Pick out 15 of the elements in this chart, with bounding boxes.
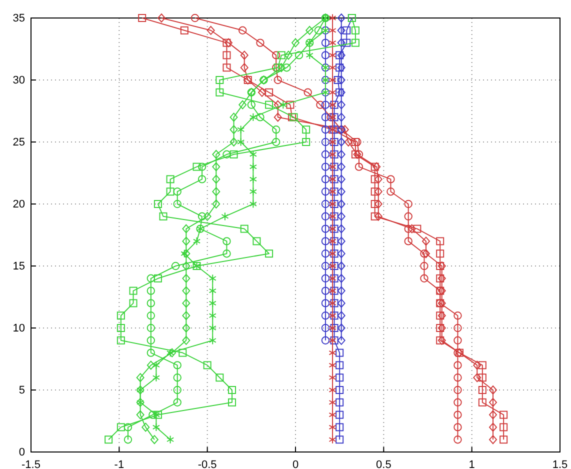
y-tick-label: 35: [12, 12, 25, 25]
x-tick-label: -1: [114, 458, 124, 469]
y-tick-label: 30: [12, 74, 25, 87]
y-tick-label: 25: [12, 136, 25, 149]
y-tick-label: 5: [18, 384, 25, 397]
y-tick-label: 15: [12, 260, 25, 273]
y-tick-label: 20: [12, 198, 25, 211]
x-tick-label: 1.5: [552, 458, 568, 469]
x-tick-label: -1.5: [22, 458, 40, 469]
y-tick-label: 0: [18, 446, 25, 459]
x-tick-label: -0.5: [198, 458, 217, 469]
y-tick-label: 10: [12, 322, 25, 335]
x-tick-label: 0.5: [376, 458, 392, 469]
x-tick-label: 1: [468, 458, 475, 469]
x-tick-label: 0: [292, 458, 299, 469]
